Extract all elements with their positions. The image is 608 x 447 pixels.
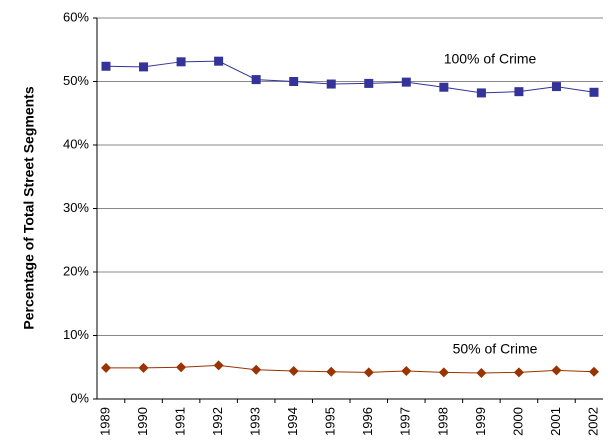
x-tick-label: 2000 [510, 407, 525, 436]
x-tick-label: 1991 [173, 407, 188, 436]
marker [326, 79, 336, 89]
marker [551, 82, 561, 92]
x-tick-label: 1993 [248, 407, 263, 436]
marker [438, 367, 449, 378]
x-tick-label: 1996 [360, 407, 375, 436]
x-tick-label: 2002 [585, 407, 600, 436]
x-tick-label: 1992 [210, 407, 225, 436]
marker [589, 87, 599, 97]
marker [101, 362, 111, 373]
marker [288, 366, 299, 377]
marker [401, 366, 412, 377]
y-tick-label: 50% [63, 73, 89, 88]
series-label: 100% of Crime [444, 51, 537, 67]
marker [476, 367, 487, 378]
marker [513, 367, 524, 378]
series-label: 50% of Crime [453, 341, 538, 357]
x-tick-label: 1999 [473, 407, 488, 436]
marker [176, 57, 186, 67]
marker [439, 82, 449, 92]
x-tick-label: 2001 [548, 407, 563, 436]
marker [101, 61, 111, 71]
y-tick-label: 0% [70, 390, 89, 405]
x-tick-label: 1989 [97, 407, 112, 436]
marker [289, 77, 299, 86]
marker [514, 87, 524, 97]
marker [476, 88, 486, 98]
marker [363, 367, 374, 378]
x-tick-label: 1997 [398, 407, 413, 436]
marker [213, 360, 224, 371]
y-tick-label: 60% [63, 9, 89, 24]
y-tick-label: 20% [63, 263, 89, 278]
y-tick-label: 10% [63, 327, 89, 342]
marker [326, 366, 337, 377]
x-tick-label: 1990 [135, 407, 150, 436]
series-line [105, 60, 595, 94]
x-tick-label: 1995 [323, 407, 338, 436]
y-tick-label: 40% [63, 136, 89, 151]
marker [551, 365, 562, 376]
x-tick-label: 1994 [285, 407, 300, 436]
marker [138, 362, 149, 373]
y-axis-label: Percentage of Total Street Segments [21, 86, 37, 329]
marker [401, 77, 411, 87]
marker [139, 62, 149, 72]
marker [251, 364, 262, 375]
x-tick-label: 1998 [435, 407, 450, 436]
marker [176, 362, 187, 373]
series-line [106, 364, 595, 374]
y-tick-label: 30% [63, 200, 89, 215]
marker [589, 366, 599, 377]
marker [364, 78, 374, 88]
marker [214, 56, 224, 66]
marker [251, 75, 261, 85]
